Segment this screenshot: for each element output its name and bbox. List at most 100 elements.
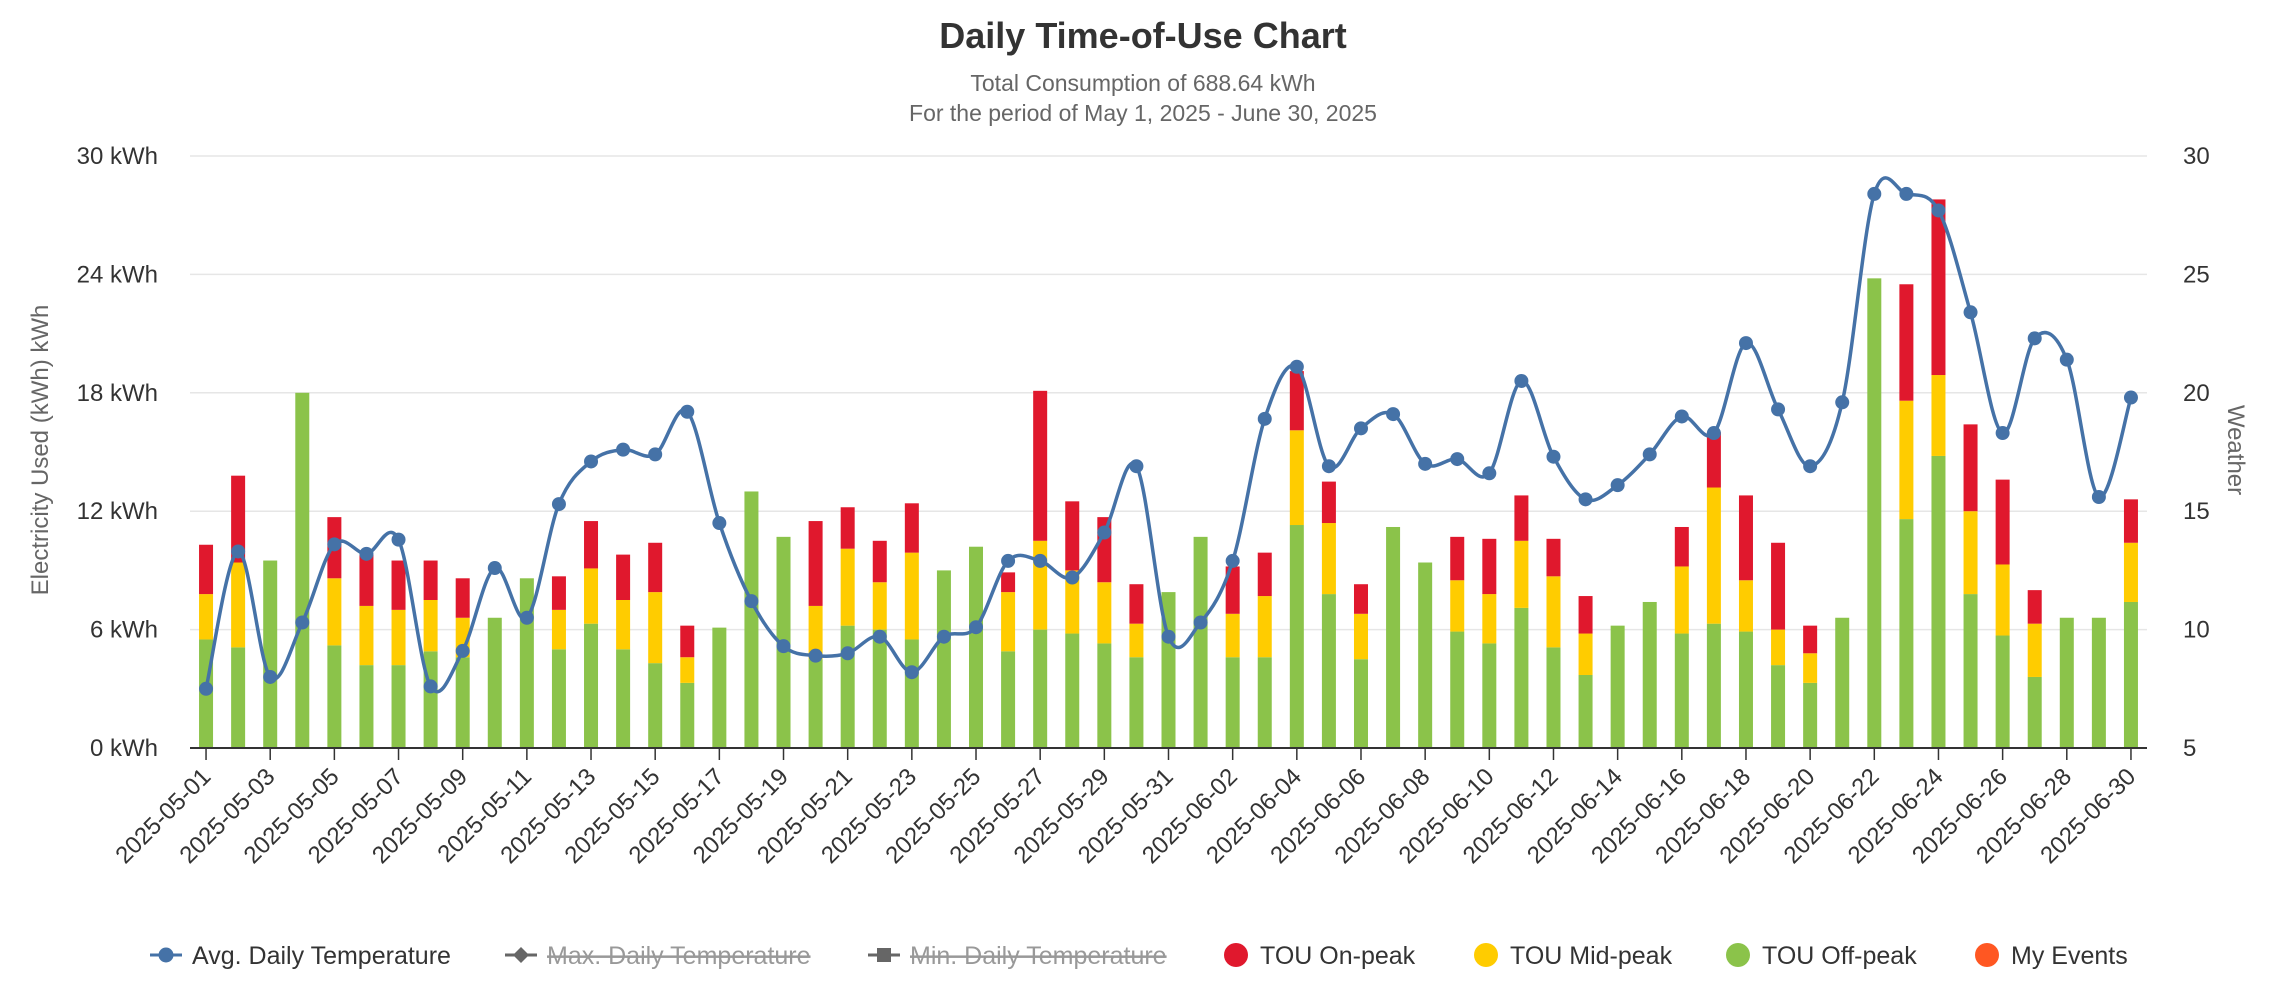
bar-tou-mid-peak <box>2123 542 2138 602</box>
bar-tou-mid-peak <box>1899 400 1914 520</box>
bar-tou-off-peak <box>1321 594 1336 748</box>
bar-tou-off-peak <box>840 625 855 748</box>
legend-item[interactable]: Avg. Daily Temperature <box>150 942 451 970</box>
avg-temperature-point <box>744 594 759 609</box>
bar-tou-off-peak <box>391 665 406 748</box>
bar-tou-off-peak <box>1771 665 1786 748</box>
avg-temperature-point <box>1450 452 1465 467</box>
bar-tou-off-peak <box>231 647 246 748</box>
bar-tou-on-peak <box>1963 424 1978 512</box>
avg-temperature-point <box>1642 447 1657 462</box>
bar-tou-mid-peak <box>1674 566 1689 634</box>
legend-item[interactable]: TOU On-peak <box>1224 942 1416 970</box>
y2-tick-label: 15 <box>2183 498 2210 525</box>
bar-tou-mid-peak <box>904 552 919 640</box>
bar-tou-mid-peak <box>680 657 695 683</box>
avg-temperature-point <box>776 639 791 654</box>
avg-temperature-point <box>680 404 695 419</box>
y-axis-title: Electricity Used (kWh) kWh <box>27 305 54 596</box>
bar-tou-mid-peak <box>1225 613 1240 658</box>
bar-tou-mid-peak <box>1771 629 1786 666</box>
legend-diamond-icon <box>513 947 529 963</box>
bar-tou-mid-peak <box>584 568 599 624</box>
legend-label: Min. Daily Temperature <box>910 942 1167 970</box>
avg-temperature-point <box>1001 553 1016 568</box>
legend-item[interactable]: Max. Daily Temperature <box>505 942 811 970</box>
bar-tou-off-peak <box>1097 643 1112 748</box>
legend-label: My Events <box>2011 942 2128 970</box>
avg-temperature-point <box>1995 426 2010 441</box>
bar-tou-on-peak <box>1482 538 1497 595</box>
bar-tou-on-peak <box>1738 495 1753 581</box>
avg-temperature-point <box>1738 336 1753 351</box>
avg-temperature-point <box>1289 359 1304 374</box>
bar-tou-on-peak <box>1706 432 1721 488</box>
bar-tou-mid-peak <box>1097 582 1112 644</box>
avg-temperature-point <box>2027 331 2042 346</box>
bar-tou-off-peak <box>1033 629 1048 748</box>
bar-tou-off-peak <box>2123 601 2138 748</box>
avg-temperature-point <box>231 544 246 559</box>
legend-circle-icon <box>1726 943 1750 967</box>
bar-tou-mid-peak <box>327 578 342 646</box>
bar-tou-on-peak <box>1257 552 1272 597</box>
bar-tou-on-peak <box>1353 584 1368 614</box>
bar-tou-off-peak <box>1289 525 1304 748</box>
bar-tou-mid-peak <box>2027 623 2042 677</box>
bar-tou-off-peak <box>584 623 599 748</box>
bar-tou-on-peak <box>423 560 438 600</box>
bar-tou-mid-peak <box>1321 523 1336 595</box>
legend-circle-icon <box>1474 943 1498 967</box>
legend-item[interactable]: TOU Mid-peak <box>1474 942 1673 970</box>
avg-temperature-point <box>1899 186 1914 201</box>
y-tick-label: 24 kWh <box>77 261 158 288</box>
bar-tou-mid-peak <box>872 582 887 630</box>
avg-temperature-point <box>1835 395 1850 410</box>
avg-temperature-point <box>199 681 214 696</box>
avg-temperature-point <box>1321 459 1336 474</box>
bar-tou-mid-peak <box>616 600 631 650</box>
avg-temperature-point <box>1097 525 1112 540</box>
bar-tou-off-peak <box>1546 647 1561 748</box>
bar-tou-on-peak <box>1065 501 1080 571</box>
bar-tou-on-peak <box>1514 495 1529 541</box>
bar-tou-off-peak <box>1931 455 1946 748</box>
bar-tou-off-peak <box>1001 651 1016 748</box>
bar-tou-on-peak <box>391 560 406 610</box>
avg-temperature-point <box>1065 570 1080 585</box>
bar-tou-off-peak <box>744 491 759 748</box>
avg-temperature-point <box>487 561 502 576</box>
legend-item[interactable]: TOU Off-peak <box>1726 942 1917 970</box>
avg-temperature-point <box>1386 407 1401 422</box>
avg-temperature-point <box>969 620 984 635</box>
avg-temperature-point <box>423 679 438 694</box>
legend-item[interactable]: My Events <box>1975 942 2128 970</box>
avg-temperature-point <box>1353 421 1368 436</box>
bar-tou-mid-peak <box>1001 592 1016 652</box>
chart-title: Daily Time-of-Use Chart <box>939 15 1346 56</box>
avg-temperature-point <box>359 546 374 561</box>
bar-tou-mid-peak <box>648 592 663 664</box>
bar-tou-on-peak <box>1899 284 1914 401</box>
legend-circle-icon <box>1224 943 1248 967</box>
avg-temperature-point <box>1257 411 1272 426</box>
legend-item[interactable]: Min. Daily Temperature <box>868 942 1167 970</box>
y-tick-label: 18 kWh <box>77 380 158 407</box>
y2-tick-label: 10 <box>2183 617 2210 644</box>
avg-temperature-point <box>455 643 470 658</box>
bar-tou-on-peak <box>648 542 663 593</box>
y-tick-label: 6 kWh <box>90 617 158 644</box>
bar-tou-on-peak <box>455 578 470 618</box>
bar-tou-mid-peak <box>423 600 438 652</box>
legend-label: TOU Off-peak <box>1762 942 1917 970</box>
legend-label: Avg. Daily Temperature <box>192 942 451 970</box>
bar-tou-mid-peak <box>808 605 823 660</box>
bar-tou-mid-peak <box>1257 596 1272 658</box>
avg-temperature-point <box>1129 459 1144 474</box>
bar-tou-on-peak <box>231 475 246 563</box>
bar-tou-off-peak <box>1514 607 1529 748</box>
avg-temperature-point <box>1418 456 1433 471</box>
bar-tou-on-peak <box>1129 584 1144 624</box>
avg-temperature-point <box>2123 390 2138 405</box>
